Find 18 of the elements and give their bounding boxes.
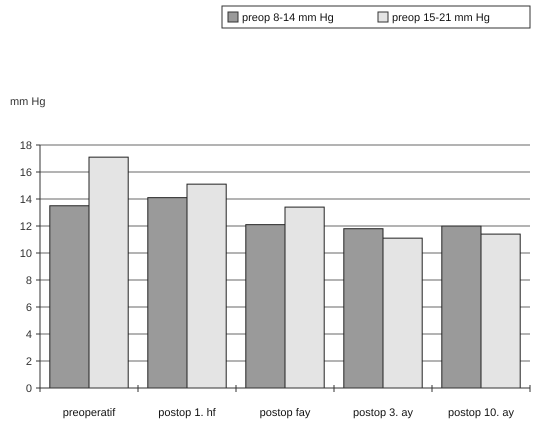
x-tick-label: preoperatif <box>62 407 116 419</box>
y-tick-label: 18 <box>20 140 32 152</box>
y-tick-label: 8 <box>26 274 32 287</box>
y-tick-label: 12 <box>20 220 32 233</box>
x-tick-label: postop fay <box>260 407 311 419</box>
legend-label: preop 15-21 mm Hg <box>392 12 490 24</box>
y-tick-label: 4 <box>26 328 32 341</box>
y-tick-label: 2 <box>26 356 32 368</box>
y-tick-label: 16 <box>20 166 32 179</box>
y-tick-label: 6 <box>26 302 32 314</box>
x-tick-label: postop 1. hf <box>158 407 217 419</box>
y-tick-label: 14 <box>20 194 32 206</box>
x-tick-label: postop 10. ay <box>448 407 515 419</box>
legend-label: preop 8-14 mm Hg <box>242 12 334 24</box>
x-tick-label: postop 3. ay <box>353 407 414 419</box>
y-tick-label: 10 <box>20 248 32 260</box>
y-axis-title: mm Hg <box>10 96 46 108</box>
y-tick-label: 0 <box>26 382 32 395</box>
